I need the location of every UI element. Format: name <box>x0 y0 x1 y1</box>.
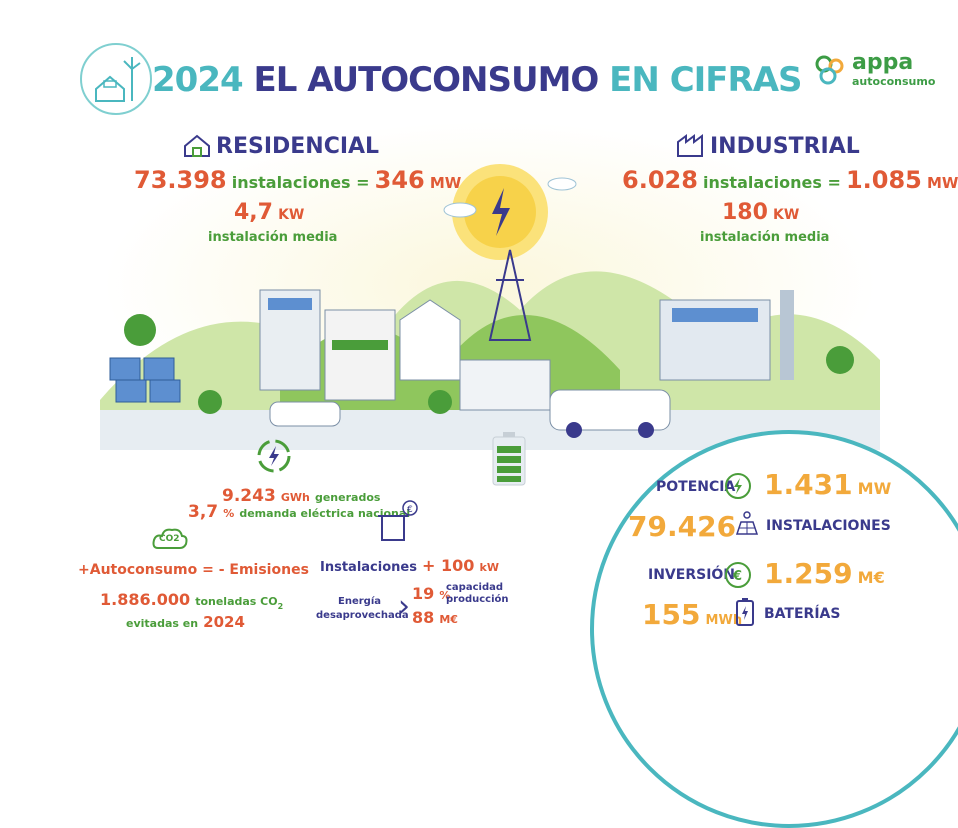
industrial-avg-value: 180 <box>722 200 768 225</box>
waste-money: 88 M€ <box>412 608 458 627</box>
waste-pct-value: 19 <box>412 584 435 603</box>
title-main: EL AUTOCONSUMO <box>253 60 599 100</box>
emissions-avoided: evitadas en 2024 <box>126 612 245 631</box>
kpi-installs-label: INSTALACIONES <box>766 518 891 534</box>
industrial-power-unit: MW <box>926 174 958 192</box>
town-illustration <box>100 164 880 450</box>
tons-subscript: 2 <box>277 602 284 612</box>
kpi-power: 1.431 MW <box>764 468 891 501</box>
tons-value: 1.886.000 <box>100 590 191 609</box>
residential-avg-value: 4,7 <box>234 200 273 225</box>
kpi-investment: 1.259 M€ <box>764 557 885 590</box>
infographic: 2024 EL AUTOCONSUMO EN CIFRAS appa autoc… <box>78 43 958 828</box>
title-year: 2024 <box>152 60 244 100</box>
industrial-installations: 6.028 instalaciones = 1.085 MW <box>622 166 958 194</box>
svg-text:€: € <box>407 505 413 515</box>
waste-inst-value: + 100 <box>422 556 475 575</box>
waste-money-value: 88 <box>412 608 435 627</box>
kpi-investment-label: INVERSIÓN <box>648 567 736 583</box>
industrial-avg: 180 KW <box>722 200 799 225</box>
slogan-plus: +Autoconsumo <box>78 562 198 578</box>
demand-unit: % <box>223 507 235 520</box>
gwh-label: generados <box>314 491 381 504</box>
residential-avg: 4,7 KW <box>234 200 304 225</box>
emissions-tons: 1.886.000 toneladas CO2 <box>100 590 283 611</box>
energy-label: Energía <box>338 596 381 607</box>
residential-installations-label: instalaciones = <box>231 173 370 192</box>
lightning-icon <box>492 188 510 236</box>
industrial-count: 6.028 <box>622 166 698 194</box>
capacity-label: capacidad <box>446 582 504 593</box>
residential-house-icon <box>183 134 211 158</box>
waste-inst-unit: kW <box>479 561 499 574</box>
tons-label: toneladas CO <box>195 595 278 608</box>
logo-subtitle: autoconsumo <box>852 75 936 88</box>
svg-text:€: € <box>732 569 742 584</box>
solar-panel-icon <box>733 510 761 538</box>
kpi-power-unit: MW <box>857 479 892 498</box>
demand-value: 3,7 <box>188 502 219 522</box>
gwh-value: 9.243 <box>222 486 276 506</box>
industrial-installations-label: instalaciones = <box>703 173 841 192</box>
kpi-battery: 155 MWh <box>642 598 742 631</box>
lightning-circle-icon <box>724 472 752 500</box>
house-windmill-icon <box>80 43 152 115</box>
battery-bolt-icon <box>735 598 755 626</box>
waste-pct: 19 % <box>412 584 450 603</box>
gwh-unit: GWh <box>280 491 310 504</box>
euro-circle-icon: € <box>724 561 752 589</box>
residential-avg-unit: KW <box>278 207 305 223</box>
kpi-power-label: POTENCIA <box>656 479 736 495</box>
page-title: 2024 EL AUTOCONSUMO EN CIFRAS <box>152 60 803 100</box>
generation-gwh: 9.243 GWh generados <box>222 486 380 506</box>
residential-power-unit: MW <box>429 174 462 192</box>
industrial-avg-unit: KW <box>773 207 800 223</box>
recycle-energy-icon <box>256 438 292 474</box>
kpi-battery-label: BATERÍAS <box>764 606 841 622</box>
waste-pct-unit: % <box>439 589 451 602</box>
industrial-power: 1.085 <box>845 166 922 194</box>
battery-icon <box>491 432 527 486</box>
wasted-label: desaprovechada <box>316 610 409 621</box>
residential-title: RESIDENCIAL <box>216 134 380 159</box>
co2-cloud-icon <box>150 524 190 554</box>
trash-euro-icon: € <box>372 500 420 544</box>
kpi-investment-unit: M€ <box>857 568 885 587</box>
kpi-battery-value: 155 <box>642 598 701 631</box>
residential-installations: 73.398 instalaciones = 346 MW <box>134 166 461 194</box>
industrial-factory-icon <box>676 132 704 158</box>
kpi-investment-value: 1.259 <box>764 557 853 590</box>
chevron-right-icon: › <box>398 589 410 624</box>
emissions-slogan: +Autoconsumo = - Emisiones <box>78 562 309 578</box>
industrial-title: INDUSTRIAL <box>710 134 860 159</box>
kpi-battery-unit: MWh <box>705 613 743 628</box>
avoided-year: 2024 <box>203 613 245 631</box>
residential-avg-label: instalación media <box>208 230 338 245</box>
production-label: producción <box>446 594 509 605</box>
appa-logo-icon <box>812 52 848 88</box>
residential-power: 346 <box>374 166 425 194</box>
industrial-avg-label: instalación media <box>700 230 830 245</box>
waste-installations: Instalaciones + 100 kW <box>320 556 499 575</box>
waste-inst-label: Instalaciones <box>320 560 417 575</box>
kpi-power-value: 1.431 <box>764 468 853 501</box>
demand-label: demanda eléctrica nacional <box>239 507 411 520</box>
avoided-label: evitadas en <box>126 617 199 630</box>
slogan-minus: - Emisiones <box>218 562 309 578</box>
waste-money-unit: M€ <box>439 613 458 626</box>
generation-demand: 3,7 % demanda eléctrica nacional <box>188 502 410 522</box>
co2-label: CO2 <box>159 534 180 544</box>
slogan-equals: = <box>202 562 214 578</box>
title-tail: EN CIFRAS <box>609 60 802 100</box>
logo-name: appa <box>852 50 914 75</box>
kpi-installs-value: 79.426 <box>628 510 737 543</box>
residential-count: 73.398 <box>134 166 227 194</box>
